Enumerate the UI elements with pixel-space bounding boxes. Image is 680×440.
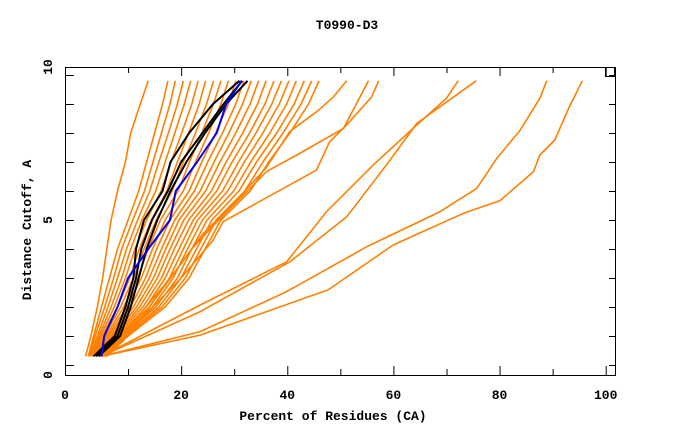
y-tick-label: 0 [41,371,56,379]
legend-box [605,67,615,77]
x-axis-label: Percent of Residues (CA) [239,409,426,424]
x-tick-label: 20 [173,388,189,403]
models-series-line-0 [84,80,149,357]
models-series-line-25 [101,80,459,358]
reference-series-line-32 [100,80,243,357]
models-series-line-28 [101,80,584,358]
models-series-line-19 [104,80,306,357]
x-tick-label: 0 [61,388,69,403]
models-series-line-2 [88,80,177,357]
series-lines [84,80,584,358]
models-series-line-3 [89,80,185,357]
x-tick-label: 60 [386,388,402,403]
models-series-line-7 [93,80,215,357]
models-series-line-23 [100,80,380,357]
x-tick-label: 100 [594,388,618,403]
highlight-series-line-29 [92,80,241,358]
axes: 0 20 40 60 80 100 0 5 10 [41,59,618,403]
chart-title: T0990-D3 [316,18,379,33]
models-series-line-11 [97,80,245,357]
highlight-series-line-31 [98,80,249,358]
models-series-line-16 [101,80,283,357]
highlight-series-line-30 [95,80,243,358]
models-series-line-5 [91,80,199,357]
models-series-line-22 [100,80,370,357]
x-tick-label: 80 [492,388,508,403]
y-tick-label: 5 [41,216,56,224]
models-series-line-13 [98,80,260,357]
models-series-line-8 [93,80,222,357]
x-tick-label: 40 [279,388,295,403]
models-series-line-27 [101,80,548,358]
models-series-line-24 [100,80,348,357]
models-series-line-12 [97,80,252,357]
models-series-line-26 [101,80,477,358]
models-series-line-4 [90,80,192,357]
models-series-line-1 [87,80,169,357]
models-series-line-18 [103,80,298,357]
models-series-line-14 [99,80,267,357]
models-series-line-21 [106,80,320,357]
y-axis-label: Distance Cutoff, A [20,160,35,301]
y-tick-label: 10 [41,59,56,75]
